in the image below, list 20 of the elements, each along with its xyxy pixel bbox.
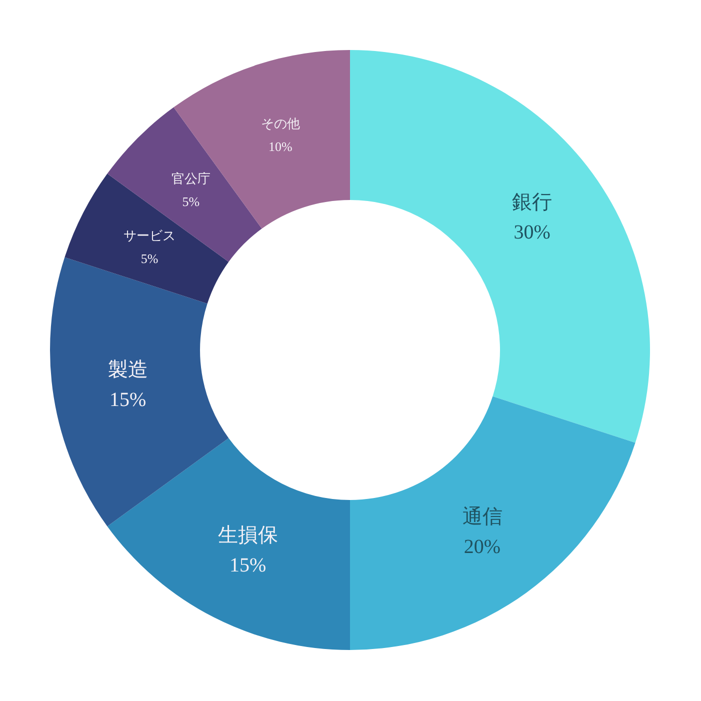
slice-label: 生損保 [218,524,278,546]
data-label: 20% [464,536,501,558]
donut-slice [174,50,350,229]
data-label: 5% [140,250,158,266]
donut-slice [107,438,350,650]
data-label: 15% [109,389,146,412]
data-label: 15% [230,554,266,576]
slice-label: 製造 [108,359,148,382]
slice-label: その他 [260,116,300,132]
slice-label: サービス [124,228,176,243]
donut-slice [350,396,636,650]
slice-label: 通信 [462,506,502,528]
data-label: 10% [268,139,293,154]
slice-label: 官公庁 [171,170,210,186]
donut-slice [64,174,229,304]
donut-slice [350,50,650,443]
donut-slice [107,107,262,262]
slice-label: 銀行 [512,192,552,214]
data-label: 30% [514,222,550,244]
data-label: 5% [182,194,200,209]
